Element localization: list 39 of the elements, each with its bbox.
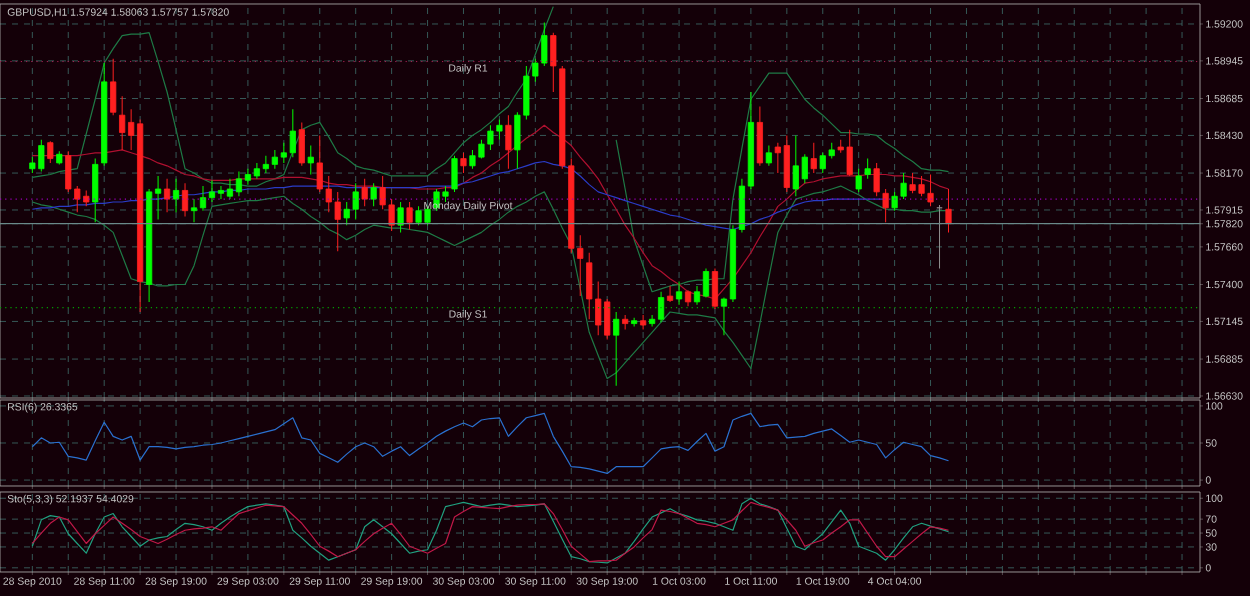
candlestick	[208, 179, 216, 203]
candlestick	[119, 95, 126, 151]
candlestick	[864, 158, 871, 180]
candlestick	[172, 178, 180, 213]
candlestick	[613, 311, 620, 387]
candlestick	[406, 201, 413, 231]
candlestick	[92, 158, 99, 223]
candlestick	[945, 188, 952, 233]
candlestick	[370, 182, 377, 207]
candlestick	[235, 171, 243, 197]
candlestick	[226, 178, 234, 200]
candlestick	[882, 188, 889, 223]
candlestick	[397, 201, 404, 233]
candlestick	[505, 114, 512, 170]
candlestick	[711, 268, 719, 310]
candlestick	[199, 185, 207, 212]
candlestick	[550, 32, 557, 93]
candlestick	[190, 198, 198, 223]
candlestick	[217, 185, 225, 200]
candlestick	[163, 178, 171, 213]
candlestick	[702, 268, 710, 299]
candlestick	[810, 142, 817, 174]
candlestick	[783, 134, 790, 193]
candlestick	[298, 121, 305, 167]
candlestick	[765, 145, 772, 167]
candlestick	[110, 58, 117, 116]
candlestick	[307, 145, 314, 176]
candlestick	[675, 281, 683, 306]
candlestick	[361, 178, 368, 207]
candlestick	[451, 155, 458, 193]
candlestick	[640, 314, 647, 330]
candlestick	[855, 168, 862, 193]
candlestick	[657, 291, 665, 323]
candlestick	[47, 140, 54, 164]
candlestick	[460, 152, 467, 174]
candlestick	[756, 105, 763, 167]
candlestick	[873, 162, 880, 197]
candlestick	[666, 285, 674, 303]
candlestick	[181, 182, 189, 217]
